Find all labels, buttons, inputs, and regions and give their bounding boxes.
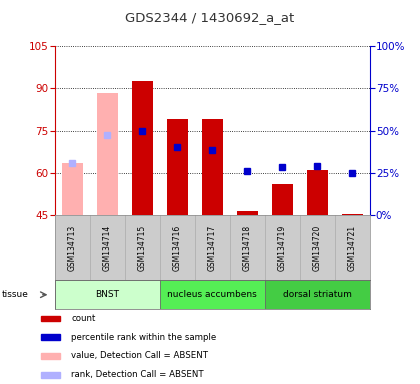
Bar — [265, 280, 370, 309]
Text: dorsal striatum: dorsal striatum — [283, 290, 352, 299]
Bar — [272, 184, 293, 215]
Text: GSM134716: GSM134716 — [173, 225, 181, 271]
Text: GSM134717: GSM134717 — [207, 225, 217, 271]
Bar — [236, 211, 257, 215]
Text: count: count — [71, 314, 96, 323]
Text: GSM134721: GSM134721 — [348, 225, 357, 271]
Text: GSM134713: GSM134713 — [68, 225, 76, 271]
Text: tissue: tissue — [2, 290, 29, 299]
Text: GDS2344 / 1430692_a_at: GDS2344 / 1430692_a_at — [126, 12, 294, 25]
Bar — [202, 119, 223, 215]
Bar — [341, 214, 362, 215]
Bar — [167, 119, 188, 215]
Bar — [41, 372, 60, 377]
Text: GSM134714: GSM134714 — [102, 225, 112, 271]
Text: GSM134718: GSM134718 — [243, 225, 252, 271]
Text: GSM134715: GSM134715 — [138, 225, 147, 271]
Text: BNST: BNST — [95, 290, 119, 299]
Bar — [97, 93, 118, 215]
Bar — [307, 170, 328, 215]
Bar — [41, 334, 60, 340]
Text: percentile rank within the sample: percentile rank within the sample — [71, 333, 217, 342]
Text: value, Detection Call = ABSENT: value, Detection Call = ABSENT — [71, 351, 208, 361]
Bar — [41, 353, 60, 359]
Text: GSM134719: GSM134719 — [278, 225, 286, 271]
Text: nucleus accumbens: nucleus accumbens — [167, 290, 257, 299]
Bar — [62, 163, 83, 215]
Text: GSM134720: GSM134720 — [312, 225, 322, 271]
Bar — [55, 280, 160, 309]
Bar — [131, 81, 152, 215]
Bar — [41, 316, 60, 321]
Text: rank, Detection Call = ABSENT: rank, Detection Call = ABSENT — [71, 370, 204, 379]
Bar — [160, 280, 265, 309]
